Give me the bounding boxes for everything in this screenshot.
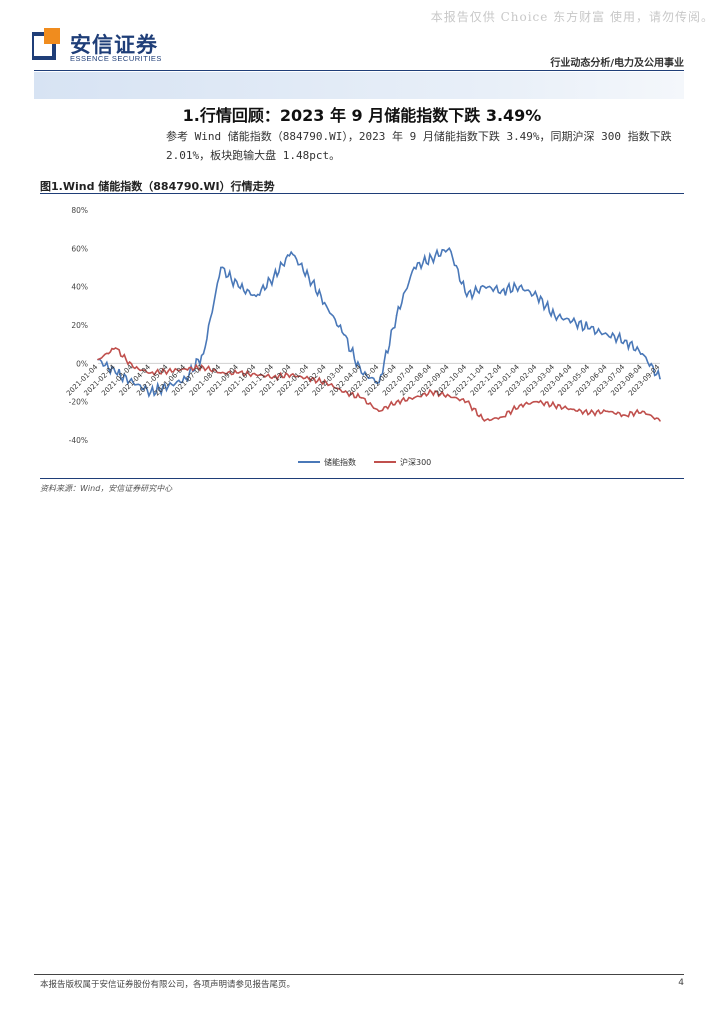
- data-point: [185, 377, 187, 380]
- y-tick-label: 20%: [71, 321, 88, 330]
- figure-source: 资料来源：Wind，安信证券研究中心: [40, 484, 173, 493]
- data-point: [413, 397, 415, 399]
- data-point: [483, 420, 486, 422]
- y-tick-label: 40%: [71, 283, 88, 292]
- data-point: [501, 416, 503, 418]
- logo: 安信证券 ESSENCE SECURITIES: [32, 28, 202, 64]
- brand-name-en: ESSENCE SECURITIES: [70, 54, 162, 63]
- data-point: [343, 391, 345, 393]
- data-point: [202, 352, 205, 355]
- data-point: [553, 314, 556, 317]
- data-point: [588, 328, 591, 330]
- data-point: [237, 372, 240, 374]
- data-point: [466, 295, 468, 298]
- data-point: [149, 391, 152, 393]
- data-point: [378, 381, 380, 384]
- data-point: [518, 404, 521, 407]
- data-point: [149, 372, 152, 374]
- data-point: [659, 420, 661, 422]
- data-point: [413, 266, 415, 269]
- footer-divider: [34, 974, 684, 975]
- data-point: [553, 404, 556, 407]
- data-point: [501, 289, 503, 292]
- data-point: [448, 395, 451, 397]
- y-tick-label: 0%: [76, 359, 88, 368]
- data-point: [307, 276, 310, 278]
- data-point: [325, 305, 328, 307]
- report-category: 行业动态分析/电力及公用事业: [550, 58, 684, 69]
- data-point: [237, 285, 240, 288]
- footer-disclaimer: 本报告版权属于安信证券股份有限公司，各项声明请参见报告尾页。: [40, 980, 296, 990]
- legend-label: 储能指数: [324, 457, 356, 467]
- data-point: [202, 366, 205, 368]
- data-point: [220, 266, 222, 269]
- summary-paragraph: 参考 Wind 储能指数（884790.WI），2023 年 9 月储能指数下跌…: [166, 130, 672, 162]
- data-point: [272, 375, 275, 378]
- data-point: [518, 285, 521, 288]
- data-point: [624, 339, 626, 342]
- data-point: [483, 285, 486, 288]
- data-point: [536, 295, 538, 298]
- data-point: [360, 372, 363, 374]
- y-tick-label: -20%: [69, 398, 88, 407]
- data-point: [132, 366, 134, 368]
- data-point: [659, 377, 661, 380]
- data-point: [343, 333, 345, 336]
- data-point: [395, 314, 398, 317]
- figure-title: 图1.Wind 储能指数（884790.WI）行情走势: [40, 180, 275, 193]
- data-point: [220, 372, 222, 374]
- data-point: [185, 368, 187, 370]
- legend-label: 沪深300: [400, 457, 431, 467]
- y-tick-label: 80%: [71, 206, 88, 215]
- y-tick-label: -40%: [69, 436, 88, 445]
- data-point: [641, 352, 644, 355]
- section-title: 1.行情回顾：2023 年 9 月储能指数下跌 3.49%: [182, 106, 542, 125]
- figure-bottom-divider: [40, 478, 684, 479]
- data-point: [378, 410, 380, 413]
- data-point: [290, 251, 292, 253]
- logo-icon: [32, 28, 60, 60]
- data-point: [466, 400, 468, 403]
- brand-name-cn: 安信证券: [70, 33, 158, 57]
- data-point: [395, 400, 398, 403]
- data-point: [167, 385, 170, 388]
- data-point: [325, 381, 328, 384]
- data-point: [114, 372, 117, 374]
- data-point: [641, 410, 644, 413]
- watermark: 本报告仅供 Choice 东方财富 使用，请勿传阅。: [430, 10, 714, 24]
- data-point: [588, 412, 591, 414]
- data-point: [255, 295, 257, 298]
- data-point: [290, 374, 292, 376]
- data-point: [132, 381, 134, 384]
- header-divider: [34, 70, 684, 71]
- header-banner: [34, 72, 684, 99]
- data-point: [606, 333, 609, 336]
- data-point: [307, 377, 310, 380]
- data-point: [272, 276, 275, 278]
- data-point: [448, 247, 451, 250]
- data-point: [430, 391, 433, 393]
- data-point: [536, 400, 538, 403]
- y-tick-label: 60%: [71, 244, 88, 253]
- data-point: [360, 397, 363, 399]
- data-point: [571, 408, 573, 411]
- page-number: 4: [678, 978, 684, 988]
- data-point: [167, 370, 170, 372]
- line-chart: 80%60%40%20%0%-20%-40%2021-01-042021-02-…: [65, 206, 662, 467]
- data-point: [255, 374, 257, 376]
- data-point: [114, 347, 117, 349]
- data-point: [624, 414, 626, 416]
- figure-top-divider: [40, 193, 684, 194]
- data-point: [97, 358, 99, 361]
- data-point: [571, 320, 573, 322]
- data-point: [430, 257, 433, 259]
- data-point: [606, 410, 609, 413]
